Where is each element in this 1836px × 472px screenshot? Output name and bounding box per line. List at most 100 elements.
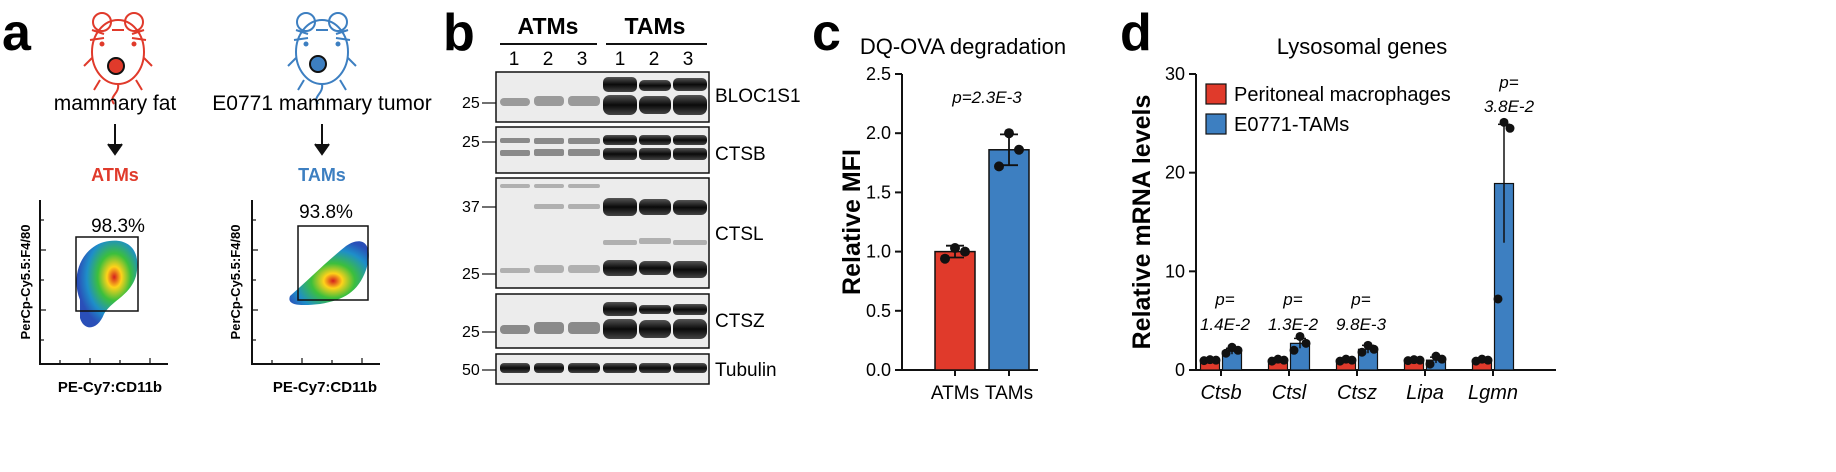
- lane-label: 1: [509, 49, 520, 70]
- mw-marker: 37: [462, 199, 480, 216]
- flow-plot-tam: 93.8% PerCp-Cy5.5:F4/80 PE-Cy7:CD11b: [228, 200, 380, 396]
- y-axis-label: PerCp-Cy5.5:F4/80: [18, 225, 33, 340]
- p-value-annotation: p=: [1214, 290, 1234, 309]
- arrow-down-icon: [107, 124, 123, 156]
- p-value-annotation: 1.3E-2: [1268, 315, 1319, 334]
- tissue-label-atm: mammary fat: [54, 92, 177, 115]
- panel-a-letter: a: [2, 4, 32, 62]
- p-value-annotation: p=: [1498, 73, 1518, 92]
- x-axis-label: PE-Cy7:CD11b: [58, 379, 162, 396]
- data-point: [1477, 354, 1487, 364]
- y-axis-label: PerCp-Cy5.5:F4/80: [228, 225, 243, 340]
- blot-label: CTSZ: [715, 311, 765, 332]
- data-point: [1431, 351, 1441, 361]
- group-label-tams: TAMs: [625, 13, 686, 39]
- data-point: [1227, 342, 1237, 352]
- y-tick-label: 0.5: [866, 301, 891, 321]
- bar: [934, 250, 976, 371]
- lane-label: 1: [615, 49, 626, 70]
- arrow-down-icon: [314, 124, 330, 156]
- p-value-annotation: p=: [1282, 290, 1302, 309]
- data-point: [1221, 348, 1231, 358]
- data-point: [1357, 347, 1367, 357]
- panel-c: c DQ-OVA degradation Relative MFI 0.0 0.5 1.…: [812, 4, 1066, 404]
- y-tick-label: 2.0: [866, 123, 891, 143]
- mw-marker: 50: [462, 362, 480, 379]
- x-axis-label: PE-Cy7:CD11b: [273, 379, 377, 396]
- blot-bloc1s1: BLOC1S1 25: [462, 71, 801, 123]
- panel-b: b ATMs TAMs 1 2 3 1 2 3: [443, 4, 801, 385]
- x-tick-label: TAMs: [985, 383, 1033, 404]
- mouse-icon-tam: [287, 12, 357, 105]
- p-value-annotation: p=: [1350, 290, 1370, 309]
- population-label-atm: ATMs: [91, 165, 139, 185]
- data-point: [1505, 123, 1515, 133]
- legend-label: Peritoneal macrophages: [1234, 84, 1451, 106]
- data-point: [1205, 355, 1215, 365]
- p-value-annotation: 1.4E-2: [1200, 315, 1251, 334]
- data-point: [1409, 355, 1419, 365]
- y-tick-label: 0.0: [866, 360, 891, 380]
- blot-label: CTSL: [715, 224, 764, 245]
- data-point: [1289, 345, 1299, 355]
- group-label-atms: ATMs: [518, 13, 579, 39]
- blot-label: BLOC1S1: [715, 86, 801, 107]
- tissue-label-tam: E0771 mammary tumor: [212, 92, 431, 115]
- data-point: [1301, 338, 1311, 348]
- x-tick-label: Lgmn: [1468, 382, 1518, 404]
- panel-c-letter: c: [812, 4, 841, 62]
- chart-title: DQ-OVA degradation: [860, 34, 1066, 59]
- lane-labels: 1 2 3 1 2 3: [509, 49, 694, 70]
- blot-ctsl: CTSL 37 25: [462, 177, 764, 289]
- blot-ctsb: CTSB 25: [462, 126, 766, 174]
- data-point: [940, 253, 950, 264]
- mouse-icon-atm: [83, 12, 153, 105]
- p-value-annotation: 9.8E-3: [1336, 315, 1387, 334]
- blot-tubulin: Tubulin 50: [462, 353, 777, 385]
- data-point: [960, 246, 970, 257]
- mw-marker: 25: [462, 324, 480, 341]
- x-tick-label: Ctsb: [1200, 382, 1241, 404]
- data-point: [1363, 340, 1373, 350]
- mw-marker: 25: [462, 266, 480, 283]
- x-tick-label: Lipa: [1406, 382, 1444, 404]
- gate-percent: 98.3%: [91, 216, 145, 237]
- flow-plot-atm: 98.3% PerCp-Cy5.5:F4/80 PE-Cy7:CD11b: [18, 200, 168, 396]
- mw-marker: 25: [462, 95, 480, 112]
- blot-ctsz: CTSZ 25: [462, 293, 765, 349]
- panel-b-letter: b: [443, 4, 475, 62]
- lane-label: 3: [683, 49, 694, 70]
- p-value-annotation: 3.8E-2: [1484, 97, 1535, 116]
- x-tick-label: Ctsl: [1272, 382, 1307, 404]
- chart-title: Lysosomal genes: [1277, 34, 1447, 59]
- gate-box: [297, 225, 369, 301]
- data-point: [994, 161, 1004, 172]
- panel-d-letter: d: [1120, 4, 1152, 62]
- data-point: [1295, 331, 1305, 341]
- data-point: [1425, 359, 1435, 369]
- y-tick-label: 20: [1165, 163, 1185, 183]
- data-point: [1273, 354, 1283, 364]
- lane-label: 3: [577, 49, 588, 70]
- y-tick-label: 30: [1165, 64, 1185, 84]
- x-tick-label: ATMs: [931, 383, 979, 404]
- legend-label: E0771-TAMs: [1234, 114, 1349, 136]
- mw-marker: 25: [462, 134, 480, 151]
- lane-label: 2: [543, 49, 554, 70]
- panel-d: d Lysosomal genes Relative mRNA levels 0 10…: [1120, 4, 1556, 404]
- gate-percent: 93.8%: [299, 202, 353, 223]
- data-point: [1341, 354, 1351, 364]
- y-axis-label: Relative MFI: [838, 149, 866, 295]
- y-axis-label: Relative mRNA levels: [1128, 95, 1156, 350]
- blot-label: Tubulin: [715, 360, 777, 381]
- data-point: [1014, 144, 1024, 155]
- data-point: [1493, 294, 1503, 304]
- population-label-tam: TAMs: [298, 165, 346, 185]
- gate-box: [75, 236, 139, 312]
- x-tick-label: Ctsz: [1337, 382, 1377, 404]
- y-tick-label: 1.5: [866, 182, 891, 202]
- bar: [988, 149, 1030, 371]
- p-value-annotation: p=2.3E-3: [951, 88, 1022, 107]
- data-point: [1004, 128, 1014, 139]
